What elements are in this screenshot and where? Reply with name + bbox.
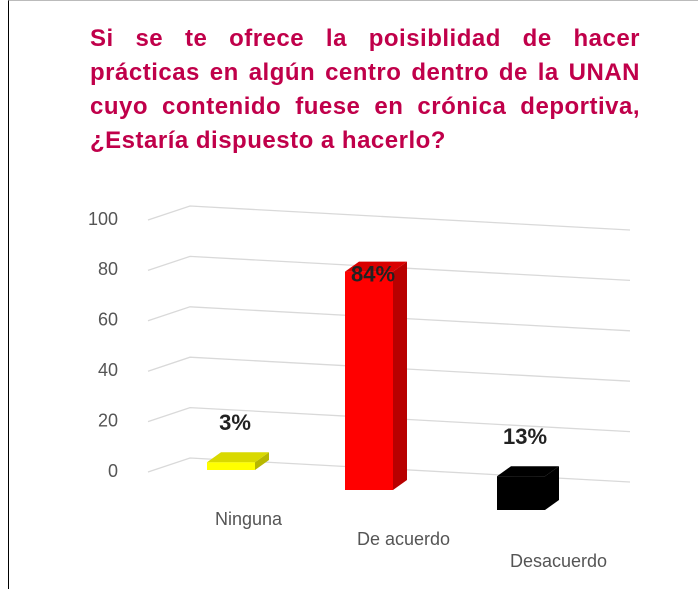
x-tick-label: Desacuerdo xyxy=(510,551,607,571)
x-tick-label: De acuerdo xyxy=(357,529,450,549)
x-tick-label: Ninguna xyxy=(215,509,283,529)
y-tick-label: 0 xyxy=(108,461,118,481)
bar-side xyxy=(545,466,559,510)
y-tick-label: 20 xyxy=(98,410,118,430)
bar-side xyxy=(255,452,269,470)
bar-top xyxy=(207,452,269,463)
grid-line xyxy=(147,255,631,282)
frame xyxy=(8,0,698,589)
grid-line xyxy=(147,356,631,382)
value-label: 3% xyxy=(219,410,251,435)
value-label: 84% xyxy=(351,261,395,286)
bar xyxy=(345,271,393,490)
y-tick-label: 60 xyxy=(98,310,118,330)
y-tick-label: 100 xyxy=(88,209,118,229)
grid-line xyxy=(147,457,631,483)
bar-top xyxy=(345,261,407,272)
grid-line xyxy=(147,306,631,332)
value-label: 13% xyxy=(503,424,547,449)
bar xyxy=(207,462,255,470)
bar xyxy=(497,476,545,510)
chart-title: Si se te ofrece la poisiblidad de hacer … xyxy=(90,25,640,154)
y-tick-label: 40 xyxy=(98,360,118,380)
bar-top xyxy=(497,466,559,477)
y-tick-label: 80 xyxy=(98,259,118,279)
grid-line xyxy=(147,205,631,231)
grid-line xyxy=(147,406,631,433)
bar-side xyxy=(393,261,407,490)
